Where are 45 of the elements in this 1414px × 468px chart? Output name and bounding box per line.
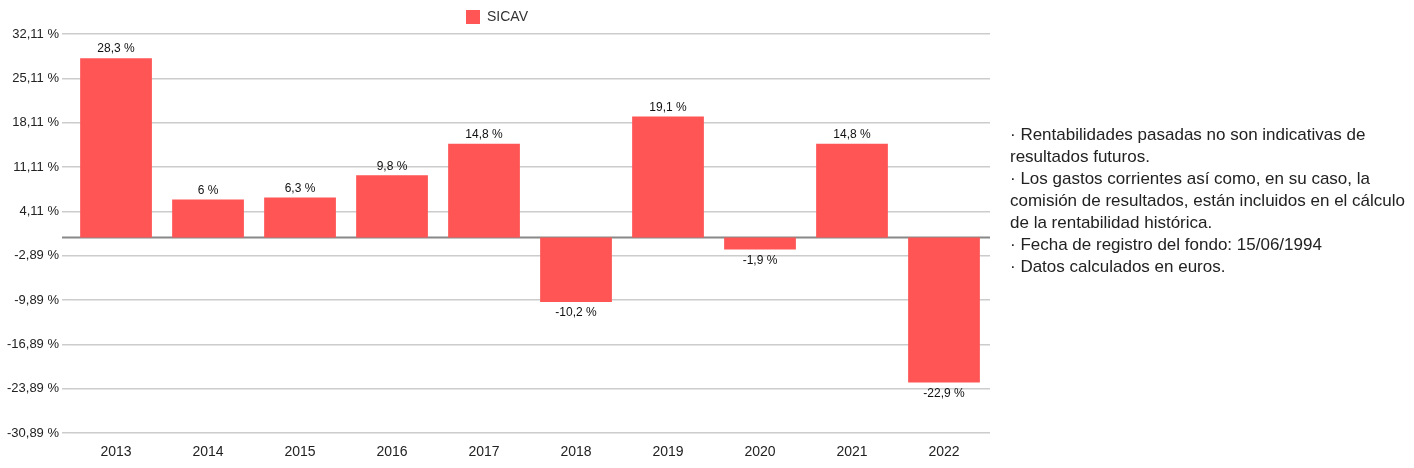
data-label: -10,2 % — [555, 305, 598, 320]
y-tick-label: 11,11 % — [13, 158, 60, 174]
data-label: 14,8 % — [465, 127, 504, 141]
bar — [356, 175, 428, 238]
x-tick-label: 2016 — [376, 443, 408, 460]
data-label: 9,8 % — [376, 158, 408, 173]
bar — [908, 237, 980, 383]
data-label: -22,9 % — [923, 385, 966, 400]
y-tick-label: -16,89 % — [6, 336, 60, 352]
x-tick-label: 2020 — [744, 443, 776, 460]
y-tick-label: 18,11 % — [12, 114, 60, 130]
y-tick-label: -9,89 % — [14, 291, 60, 307]
bar — [724, 237, 796, 250]
bar — [264, 197, 336, 238]
text: · Los gastos corrientes así como, en su caso, la comisión de resultados, están incluidos en el cálculo de la rentabilidad histórica. — [1010, 168, 1406, 234]
bar — [816, 143, 888, 238]
data-label: 6,3 % — [284, 180, 316, 195]
x-tick-label: 2017 — [468, 443, 500, 460]
bar — [172, 199, 244, 238]
text: · Fecha de registro del fondo: 15/06/1994 — [1010, 234, 1323, 256]
data-label: 19,1 % — [649, 99, 688, 114]
y-tick-label: 4,11 % — [19, 203, 60, 218]
x-tick-label: 2015 — [284, 443, 316, 460]
data-label: 14,8 % — [833, 127, 872, 141]
y-tick-label: -30,89 % — [6, 424, 60, 440]
x-tick-label: 2021 — [836, 443, 868, 460]
data-label: 6 % — [197, 182, 219, 197]
x-tick-label: 2022 — [928, 443, 960, 460]
x-tick-label: 2018 — [560, 443, 592, 460]
y-tick-label: 32,11 % — [12, 25, 60, 41]
data-label: -1,9 % — [742, 252, 778, 267]
x-tick-label: 2013 — [100, 443, 132, 460]
y-tick-label: -23,89 % — [6, 380, 60, 396]
data-label: 28,3 % — [97, 41, 136, 56]
text: · Datos calculados en euros. — [1010, 256, 1227, 278]
y-tick-label: -2,89 % — [14, 247, 60, 263]
bar — [448, 143, 520, 238]
bar — [80, 58, 152, 238]
legend-label: SICAV — [487, 7, 529, 24]
bar — [632, 116, 704, 238]
x-tick-label: 2019 — [652, 443, 684, 460]
bar — [540, 237, 612, 303]
text: · Rentabilidades pasadas no son indicativas de resultados futuros. — [1010, 124, 1367, 168]
x-tick-label: 2014 — [192, 443, 224, 460]
y-tick-label: 25,11 % — [12, 69, 60, 85]
